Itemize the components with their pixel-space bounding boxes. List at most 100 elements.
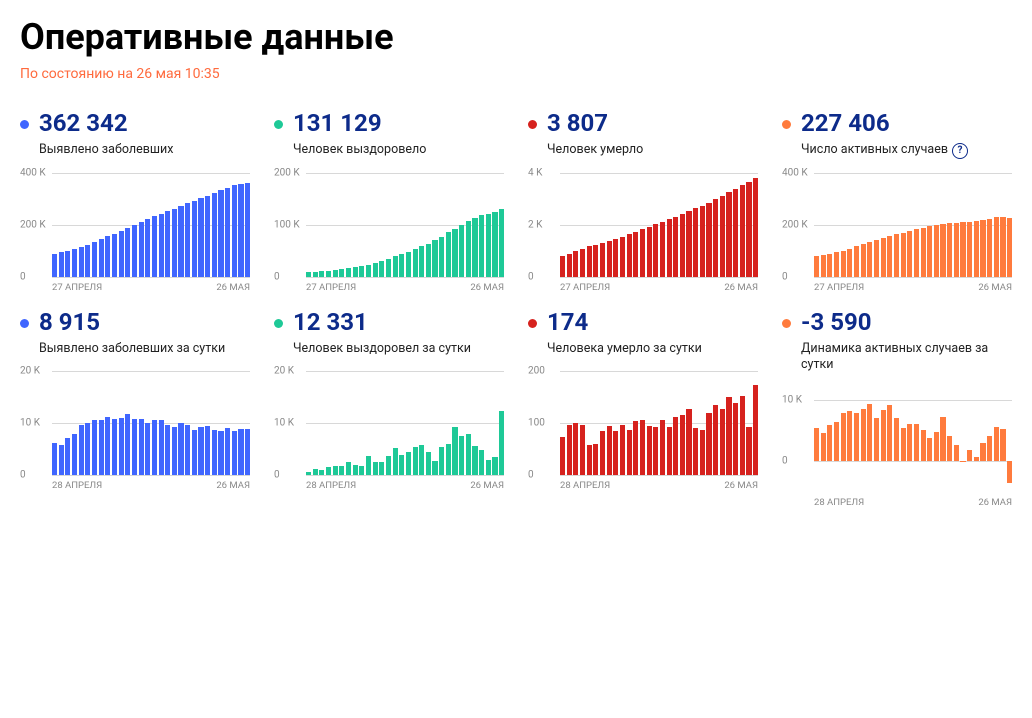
bar — [366, 456, 371, 475]
bar — [65, 438, 70, 475]
stat-value: 12 331 — [293, 309, 504, 335]
ytick-label: 0 — [782, 271, 810, 282]
bar — [225, 188, 230, 277]
stat-card-recovered-total: 131 129Человек выздоровело0100 K200 K27 … — [274, 110, 504, 293]
bar — [874, 418, 879, 461]
bar — [847, 249, 852, 276]
bar — [346, 268, 351, 277]
bar — [366, 265, 371, 277]
bar — [640, 229, 645, 277]
series-dot-icon — [782, 319, 791, 328]
stat-label: Человек умерло — [547, 142, 758, 158]
bar — [686, 409, 691, 475]
chart-confirmed-daily: 010 K20 K28 АПРЕЛЯ26 МАЯ — [20, 371, 250, 491]
bar — [373, 263, 378, 277]
bar — [653, 224, 658, 276]
bar — [1000, 217, 1005, 277]
gridline — [52, 475, 250, 476]
bar — [653, 427, 658, 475]
bar — [112, 234, 117, 277]
stat-label: Человек выздоровело — [293, 142, 504, 158]
bar — [432, 240, 437, 276]
stat-card-confirmed-total: 362 342Выявлено заболевших0200 K400 K27 … — [20, 110, 250, 293]
bar — [647, 426, 652, 475]
bar — [921, 228, 926, 277]
bar — [600, 243, 605, 276]
bar — [980, 443, 985, 461]
bar — [726, 192, 731, 277]
bar — [693, 208, 698, 276]
stat-label: Выявлено заболевших — [39, 142, 250, 158]
stat-value: -3 590 — [801, 309, 1012, 335]
bar — [587, 445, 592, 475]
bar — [874, 240, 879, 277]
stat-label: Динамика активных случаев за сутки — [801, 341, 1012, 374]
bar — [172, 427, 177, 475]
bar — [987, 436, 992, 460]
gridline — [52, 277, 250, 278]
bar — [225, 428, 230, 475]
ytick-label: 400 K — [20, 167, 48, 178]
chart-deaths-total: 02 K4 K27 АПРЕЛЯ26 МАЯ — [528, 173, 758, 293]
bar — [827, 425, 832, 461]
bar — [733, 403, 738, 475]
stat-value: 362 342 — [39, 110, 250, 136]
bar — [393, 448, 398, 476]
bar — [313, 272, 318, 277]
bar — [894, 418, 899, 461]
bar — [99, 239, 104, 277]
bar — [613, 431, 618, 476]
series-dot-icon — [274, 120, 283, 129]
bar — [125, 414, 130, 475]
ytick-label: 10 K — [274, 418, 302, 429]
help-icon[interactable]: ? — [952, 143, 968, 159]
bar — [834, 252, 839, 276]
bar — [79, 425, 84, 475]
bar — [339, 269, 344, 277]
bar — [232, 431, 237, 476]
series-dot-icon — [782, 120, 791, 129]
ytick-label: 20 K — [274, 366, 302, 377]
bar — [947, 223, 952, 276]
bar — [573, 423, 578, 476]
bar — [700, 430, 705, 476]
bar — [105, 236, 110, 276]
bar — [399, 455, 404, 475]
page-title: Оперативные данные — [20, 16, 1012, 58]
bar — [192, 201, 197, 277]
bar — [607, 241, 612, 276]
update-timestamp: По состоянию на 26 мая 10:35 — [20, 66, 1012, 82]
bar — [132, 419, 137, 476]
bar — [573, 251, 578, 276]
bar — [881, 238, 886, 277]
bar — [994, 217, 999, 277]
ytick-label: 0 — [528, 271, 556, 282]
bar — [353, 465, 358, 475]
bar — [406, 452, 411, 475]
stat-value: 131 129 — [293, 110, 504, 136]
bar — [326, 467, 331, 475]
bar — [426, 452, 431, 475]
stat-label: Число активных случаев? — [801, 142, 1012, 158]
bar — [673, 217, 678, 277]
stat-value: 3 807 — [547, 110, 758, 136]
bar — [152, 420, 157, 475]
stat-card-active-total: 227 406Число активных случаев?0200 K400 … — [782, 110, 1012, 293]
bar — [613, 239, 618, 277]
x-axis-labels: 27 АПРЕЛЯ26 МАЯ — [306, 282, 504, 293]
ytick-label: 0 — [274, 470, 302, 481]
ytick-label: 2 K — [528, 219, 556, 230]
bar — [119, 231, 124, 277]
bar — [827, 254, 832, 277]
bar — [821, 433, 826, 461]
gridline — [306, 475, 504, 476]
bar — [245, 429, 250, 475]
bar — [479, 215, 484, 276]
gridline — [306, 277, 504, 278]
bar — [974, 457, 979, 461]
bar — [814, 256, 819, 276]
ytick-label: 0 — [274, 271, 302, 282]
stat-value: 8 915 — [39, 309, 250, 335]
bar — [740, 396, 745, 476]
ytick-label: 200 K — [274, 167, 302, 178]
